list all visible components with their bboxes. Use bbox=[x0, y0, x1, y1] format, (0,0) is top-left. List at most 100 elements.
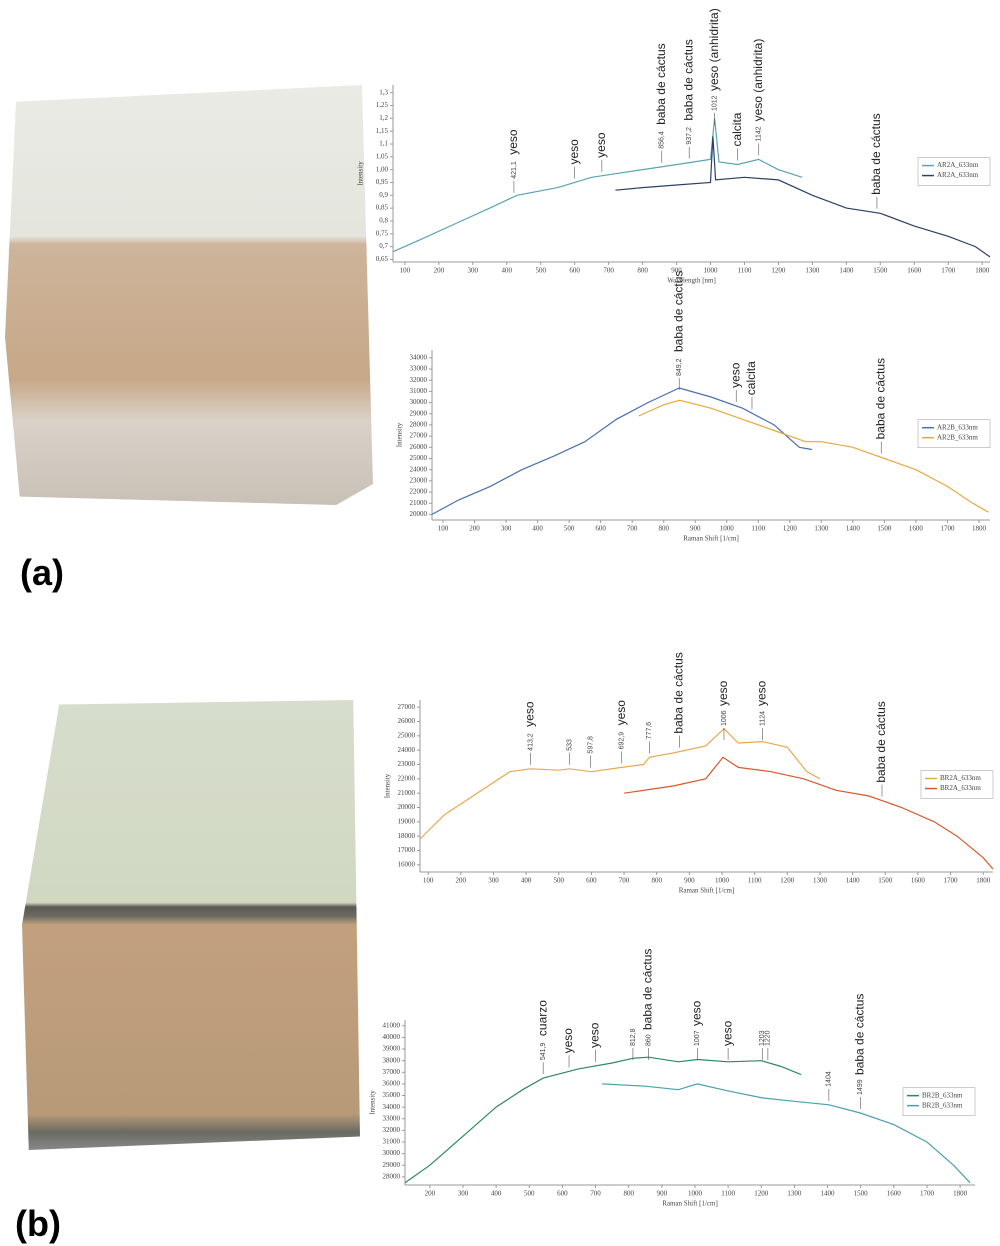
annotation-number: 856,4 bbox=[659, 131, 666, 149]
y-tick-label: 21000 bbox=[410, 499, 428, 507]
annotation-number: 692,9 bbox=[619, 732, 626, 750]
annotation-number: 1124 bbox=[759, 711, 766, 726]
x-tick-label: 1100 bbox=[748, 877, 762, 885]
y-tick-label: 24000 bbox=[410, 465, 428, 473]
annotation-text: yeso bbox=[588, 1022, 602, 1048]
annotation-text: yeso bbox=[567, 139, 581, 165]
x-axis-label: Raman Shift [1/cm] bbox=[662, 1200, 718, 1208]
y-tick-label: 26000 bbox=[410, 443, 428, 451]
x-tick-label: 1000 bbox=[720, 525, 735, 533]
annotation-number: 849,2 bbox=[676, 358, 683, 376]
y-tick-label: 0,85 bbox=[376, 204, 389, 212]
y-tick-label: 39000 bbox=[383, 1045, 401, 1053]
x-tick-label: 800 bbox=[623, 1190, 634, 1198]
y-tick-label: 35000 bbox=[383, 1091, 401, 1099]
y-tick-label: 26000 bbox=[398, 717, 416, 725]
y-tick-label: 1,25 bbox=[376, 101, 389, 109]
x-tick-label: 1300 bbox=[814, 525, 829, 533]
x-tick-label: 400 bbox=[502, 267, 513, 275]
legend-label: AR2A_633nm bbox=[937, 171, 979, 179]
y-tick-label: 1,1 bbox=[379, 140, 388, 148]
y-tick-label: 31000 bbox=[410, 387, 428, 395]
x-tick-label: 1800 bbox=[975, 267, 990, 275]
annotation-number: 541,9 bbox=[540, 1042, 547, 1060]
x-tick-label: 1200 bbox=[754, 1190, 769, 1198]
x-tick-label: 500 bbox=[524, 1190, 535, 1198]
annotation-text: yeso bbox=[728, 362, 742, 388]
x-tick-label: 1300 bbox=[787, 1190, 802, 1198]
annotation-text: baba de cáctus bbox=[853, 994, 867, 1075]
x-tick-label: 1400 bbox=[821, 1190, 836, 1198]
annotation-number: 1499 bbox=[857, 1079, 864, 1095]
x-tick-label: 1800 bbox=[972, 525, 987, 533]
annotation-number: 1404 bbox=[826, 1071, 833, 1087]
y-axis-label: Intensity bbox=[357, 161, 365, 186]
x-tick-label: 1100 bbox=[738, 267, 752, 275]
y-tick-label: 32000 bbox=[383, 1126, 401, 1134]
legend-label: AR2B_633nm bbox=[937, 433, 978, 441]
annotation-number: 1007 bbox=[694, 1030, 701, 1046]
y-tick-label: 37000 bbox=[383, 1068, 401, 1076]
x-tick-label: 400 bbox=[521, 877, 532, 885]
y-tick-label: 23000 bbox=[410, 476, 428, 484]
y-tick-label: 29000 bbox=[410, 409, 428, 417]
x-tick-label: 800 bbox=[637, 267, 648, 275]
y-tick-label: 38000 bbox=[383, 1056, 401, 1064]
annotation-number: 1006 bbox=[721, 710, 728, 726]
x-tick-label: 100 bbox=[423, 877, 434, 885]
y-axis-label: Intensity bbox=[369, 1090, 377, 1115]
x-tick-label: 500 bbox=[564, 525, 575, 533]
annotation-text: yeso bbox=[594, 132, 608, 158]
y-tick-label: 34000 bbox=[410, 353, 428, 361]
x-tick-label: 1600 bbox=[911, 877, 926, 885]
x-tick-label: 600 bbox=[586, 877, 597, 885]
x-tick-label: 1200 bbox=[771, 267, 786, 275]
x-tick-label: 1800 bbox=[953, 1190, 968, 1198]
x-tick-label: 800 bbox=[658, 525, 669, 533]
y-tick-label: 41000 bbox=[383, 1021, 401, 1029]
y-axis-label: Intensity bbox=[396, 422, 404, 447]
x-tick-label: 700 bbox=[603, 267, 614, 275]
y-tick-label: 17000 bbox=[398, 846, 416, 854]
x-tick-label: 700 bbox=[590, 1190, 601, 1198]
y-tick-label: 36000 bbox=[383, 1080, 401, 1088]
annotation-text: yeso bbox=[755, 680, 769, 706]
x-tick-label: 1500 bbox=[877, 525, 892, 533]
y-tick-label: 23000 bbox=[398, 760, 416, 768]
annotation-text: baba de cáctus bbox=[869, 113, 883, 194]
annotation-text: baba de cáctus bbox=[654, 43, 668, 124]
annotation-text: baba de cáctus bbox=[641, 949, 655, 1030]
annotation-text: baba de cáctus bbox=[873, 358, 887, 439]
y-tick-label: 22000 bbox=[410, 488, 428, 496]
x-tick-label: 1100 bbox=[721, 1190, 735, 1198]
x-tick-label: 1100 bbox=[751, 525, 765, 533]
x-tick-label: 1000 bbox=[704, 267, 719, 275]
annotation-number: 777,6 bbox=[646, 722, 653, 740]
x-tick-label: 1600 bbox=[907, 267, 922, 275]
y-tick-label: 28000 bbox=[410, 421, 428, 429]
charts: 100 200 300 400 500 600 700 800 900 1000 1100 1200 1… bbox=[0, 0, 1000, 1246]
y-tick-label: 31000 bbox=[383, 1138, 401, 1146]
x-tick-label: 700 bbox=[619, 877, 630, 885]
x-tick-label: 700 bbox=[627, 525, 638, 533]
legend-label: BR2B_633nm bbox=[922, 1101, 963, 1109]
x-tick-label: 500 bbox=[535, 267, 546, 275]
legend-label: AR2B_633nm bbox=[937, 423, 978, 431]
x-tick-label: 300 bbox=[488, 877, 499, 885]
y-axis-label: Intensity bbox=[384, 773, 392, 798]
x-tick-label: 1500 bbox=[878, 877, 893, 885]
y-tick-label: 22000 bbox=[398, 774, 416, 782]
x-tick-label: 400 bbox=[532, 525, 543, 533]
y-tick-label: 32000 bbox=[410, 376, 428, 384]
y-tick-label: 19000 bbox=[398, 817, 416, 825]
x-tick-label: 200 bbox=[469, 525, 480, 533]
y-tick-label: 1,05 bbox=[376, 152, 389, 160]
x-tick-label: 100 bbox=[400, 267, 411, 275]
y-tick-label: 16000 bbox=[398, 860, 416, 868]
x-tick-label: 900 bbox=[657, 1190, 668, 1198]
y-tick-label: 27000 bbox=[410, 432, 428, 440]
x-tick-label: 300 bbox=[501, 525, 512, 533]
x-tick-label: 1300 bbox=[813, 877, 828, 885]
spectrum-line bbox=[639, 400, 989, 512]
x-tick-label: 400 bbox=[491, 1190, 502, 1198]
